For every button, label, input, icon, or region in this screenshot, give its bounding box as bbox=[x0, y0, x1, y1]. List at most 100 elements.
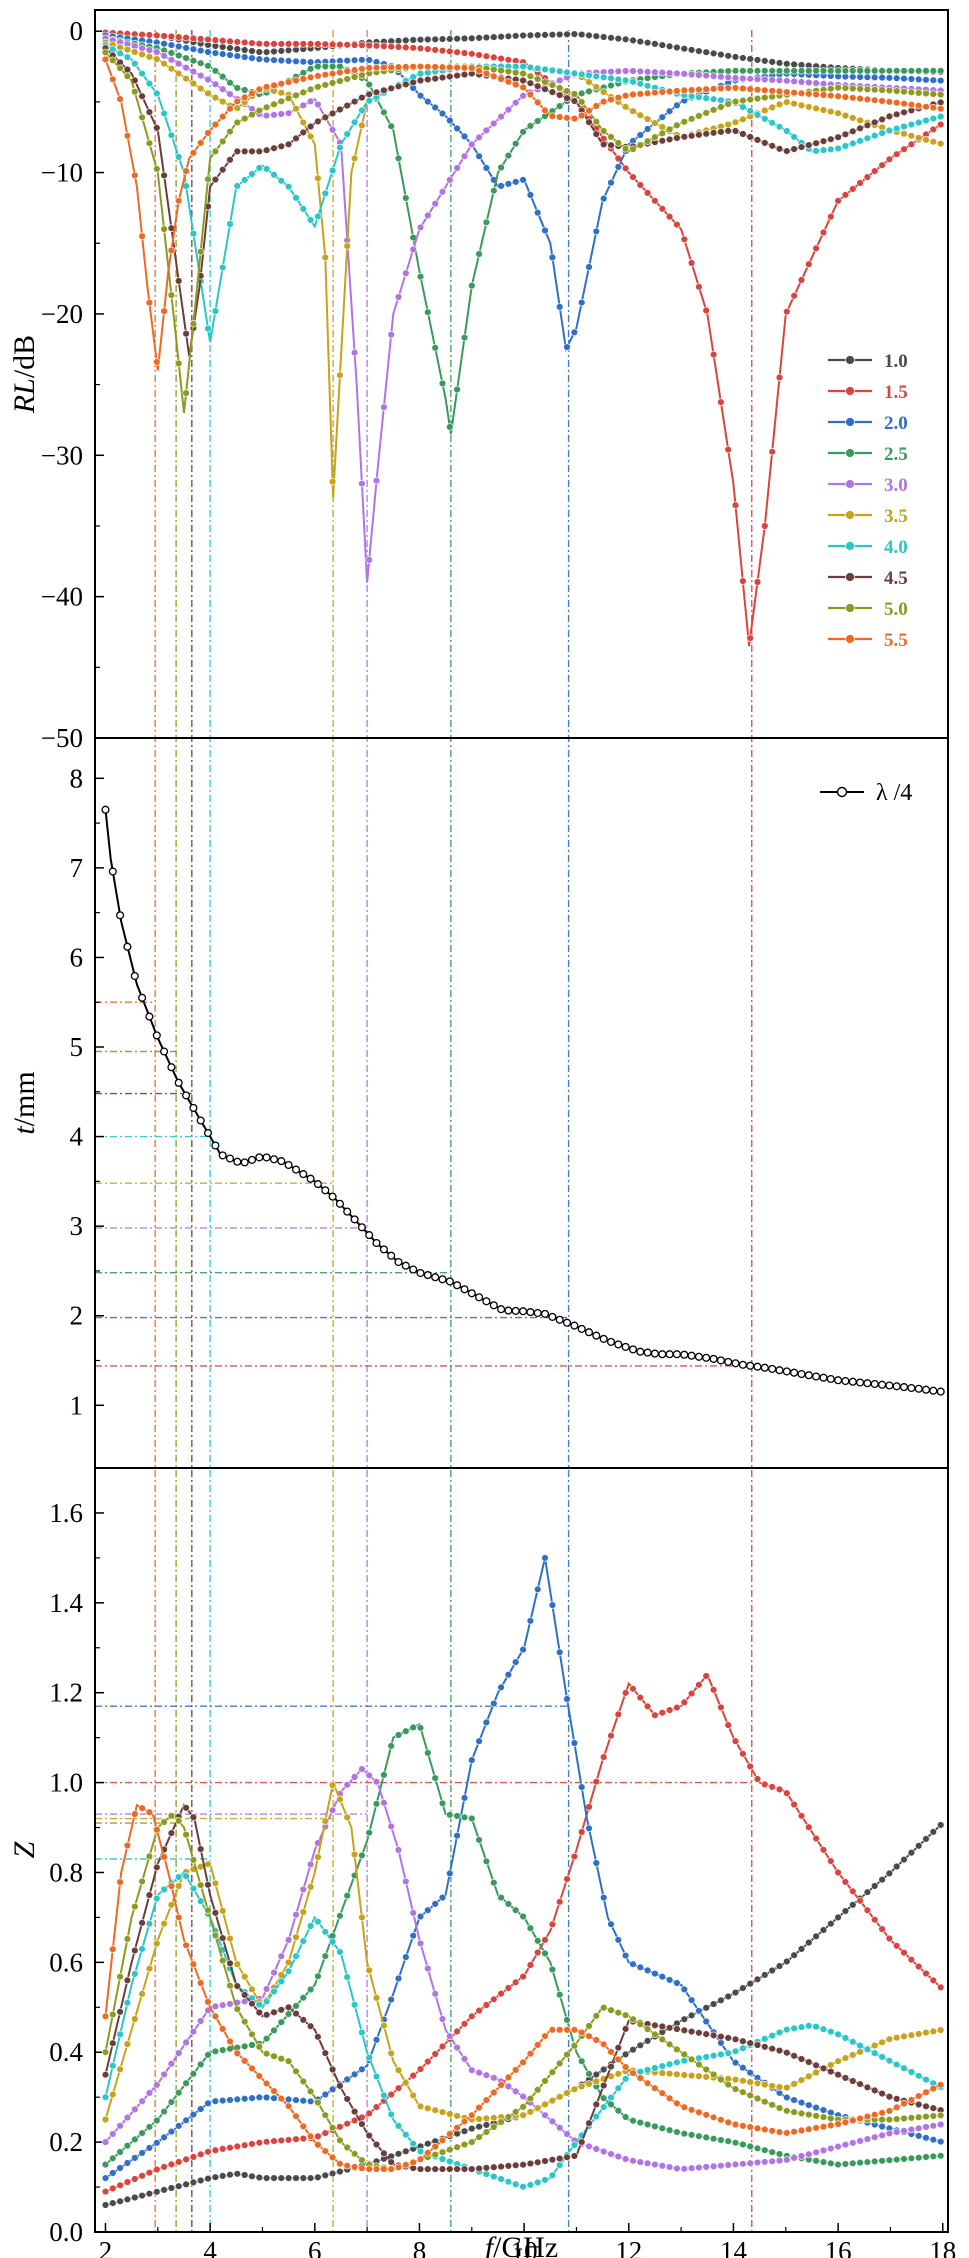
series-5.5 bbox=[101, 55, 945, 371]
data-point bbox=[519, 31, 527, 40]
data-point bbox=[768, 103, 776, 112]
data-point bbox=[189, 34, 198, 42]
data-point bbox=[695, 112, 703, 120]
data-point bbox=[138, 2172, 146, 2180]
data-point bbox=[372, 1800, 381, 1808]
data-point bbox=[372, 477, 381, 485]
data-point bbox=[277, 40, 285, 48]
data-point bbox=[160, 32, 168, 40]
data-point bbox=[519, 176, 527, 184]
data-point bbox=[409, 1909, 417, 1917]
data-point bbox=[936, 76, 945, 85]
data-point bbox=[468, 1814, 476, 1823]
data-point bbox=[504, 32, 513, 40]
data-point bbox=[490, 1878, 498, 1887]
data-point bbox=[189, 1103, 198, 1112]
data-point bbox=[321, 189, 329, 198]
data-point bbox=[182, 2038, 190, 2047]
data-point bbox=[387, 2090, 395, 2099]
data-point bbox=[739, 84, 747, 93]
data-point bbox=[475, 133, 483, 142]
data-point bbox=[709, 2135, 718, 2143]
data-point bbox=[358, 1765, 366, 1773]
data-point bbox=[358, 93, 366, 102]
data-point bbox=[621, 103, 630, 111]
data-point bbox=[416, 62, 425, 71]
data-point bbox=[643, 189, 652, 197]
data-point bbox=[936, 90, 945, 99]
data-point bbox=[665, 1350, 674, 1359]
data-point bbox=[358, 2120, 366, 2128]
data-point bbox=[548, 66, 557, 75]
data-point bbox=[548, 88, 557, 96]
data-point bbox=[446, 72, 454, 81]
data-point bbox=[123, 1935, 132, 1943]
data-point bbox=[929, 138, 937, 146]
data-point bbox=[526, 90, 535, 99]
data-point bbox=[160, 2107, 168, 2116]
data-point bbox=[409, 1265, 418, 1274]
data-point bbox=[160, 1919, 168, 1928]
data-point bbox=[145, 139, 154, 147]
data-point bbox=[402, 43, 410, 52]
series-line bbox=[105, 31, 944, 647]
data-point bbox=[577, 1828, 586, 1836]
data-point bbox=[167, 2060, 176, 2068]
data-point bbox=[783, 98, 791, 106]
legend-label: 4.0 bbox=[884, 537, 908, 558]
data-point bbox=[797, 89, 806, 98]
data-point bbox=[936, 2111, 945, 2120]
data-point bbox=[438, 2108, 447, 2116]
data-point bbox=[358, 71, 366, 79]
data-point bbox=[614, 1340, 623, 1349]
data-point bbox=[651, 2064, 659, 2072]
data-point bbox=[453, 2027, 461, 2036]
data-point bbox=[175, 51, 183, 60]
data-point bbox=[731, 2075, 740, 2084]
data-point bbox=[739, 2160, 747, 2168]
data-point bbox=[241, 2057, 249, 2065]
data-point bbox=[343, 2143, 351, 2152]
data-point bbox=[614, 2055, 622, 2064]
data-point bbox=[306, 40, 315, 48]
data-point bbox=[548, 81, 557, 89]
data-point bbox=[621, 1689, 630, 1697]
data-point bbox=[197, 84, 205, 93]
data-point bbox=[834, 2030, 842, 2039]
data-point bbox=[358, 1851, 366, 1860]
data-point bbox=[175, 1882, 183, 1890]
data-point bbox=[219, 97, 227, 106]
data-point bbox=[460, 49, 469, 57]
data-point bbox=[878, 2038, 886, 2047]
data-point bbox=[540, 1309, 550, 1318]
data-point bbox=[643, 74, 652, 82]
data-point bbox=[460, 2140, 469, 2149]
data-point bbox=[446, 35, 454, 43]
data-point bbox=[863, 173, 872, 181]
data-point bbox=[643, 2079, 652, 2087]
data-point bbox=[555, 91, 564, 99]
data-point bbox=[160, 225, 168, 233]
data-point bbox=[819, 228, 828, 237]
data-point bbox=[746, 75, 754, 83]
data-point bbox=[504, 2073, 513, 2082]
data-point bbox=[746, 2078, 754, 2086]
data-point bbox=[892, 2033, 901, 2042]
data-point bbox=[402, 2161, 410, 2169]
data-point bbox=[695, 71, 703, 79]
data-point bbox=[460, 2165, 469, 2173]
data-point bbox=[643, 2025, 652, 2033]
data-point bbox=[892, 2155, 901, 2164]
data-point bbox=[849, 127, 857, 136]
data-point bbox=[482, 2121, 491, 2129]
data-point bbox=[768, 2031, 776, 2040]
data-point bbox=[182, 2180, 190, 2189]
data-point bbox=[665, 135, 674, 144]
data-point bbox=[431, 1273, 440, 1282]
data-point bbox=[460, 70, 469, 79]
data-point bbox=[548, 1965, 557, 1974]
data-point bbox=[204, 62, 212, 70]
data-point bbox=[790, 77, 798, 86]
y-tick-label: 8 bbox=[70, 763, 84, 793]
data-point bbox=[805, 1823, 813, 1831]
